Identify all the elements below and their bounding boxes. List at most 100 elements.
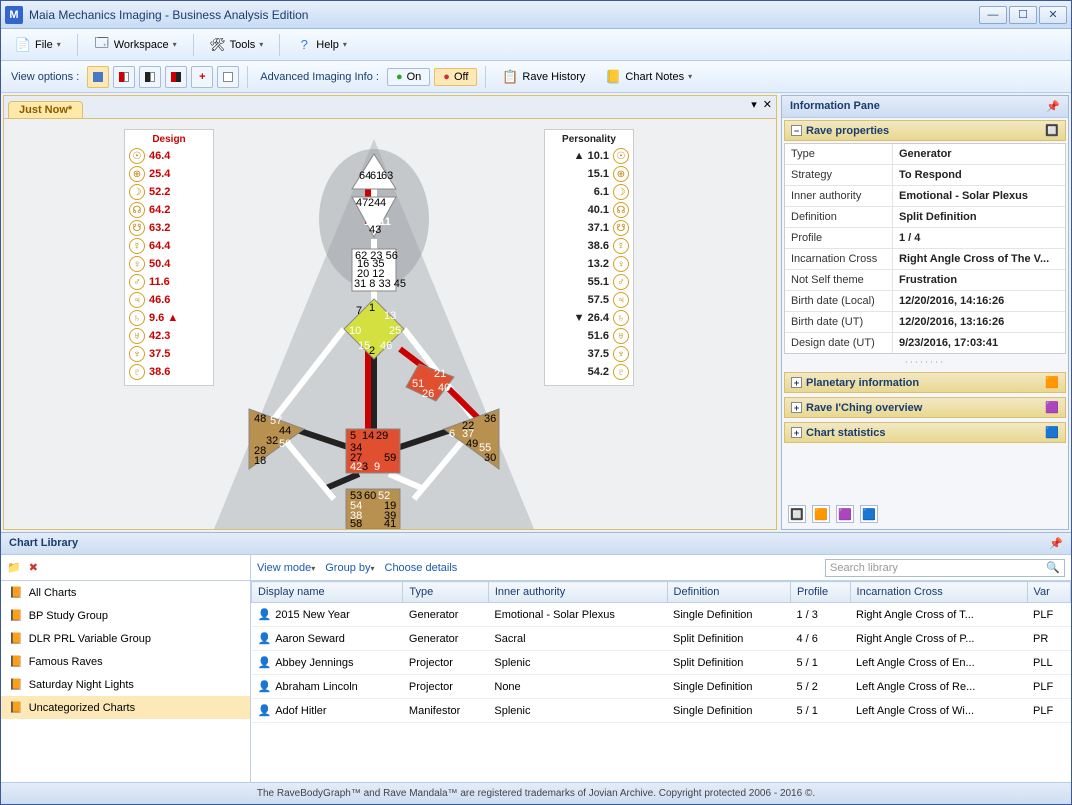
view-opt-2[interactable] xyxy=(113,66,135,88)
column-header[interactable]: Var xyxy=(1027,582,1070,603)
svg-text:59: 59 xyxy=(384,452,396,464)
property-key: Inner authority xyxy=(785,186,893,206)
rave-properties-table: TypeGeneratorStrategyTo RespondInner aut… xyxy=(784,143,1066,354)
titlebar: M Maia Mechanics Imaging - Business Anal… xyxy=(1,1,1071,29)
folder-item[interactable]: 📙DLR PRL Variable Group xyxy=(1,627,250,650)
planet-glyph: ☉ xyxy=(129,148,145,164)
property-row: StrategyTo Respond xyxy=(785,165,1065,186)
planetary-info-header[interactable]: +Planetary information 🟧 xyxy=(784,372,1066,393)
svg-text:10: 10 xyxy=(349,325,361,337)
property-value: Frustration xyxy=(893,270,1065,290)
tab-dropdown[interactable]: ▾ xyxy=(751,98,757,111)
table-row[interactable]: 👤Abbey JenningsProjectorSplenicSplit Def… xyxy=(252,651,1071,675)
folder-label: Saturday Night Lights xyxy=(29,679,134,691)
gate-value: 64.4 xyxy=(149,240,170,252)
table-row[interactable]: 👤Abraham LincolnProjectorNoneSingle Defi… xyxy=(252,675,1071,699)
svg-text:3: 3 xyxy=(362,461,368,473)
view-opt-5[interactable]: + xyxy=(191,66,213,88)
property-value: To Respond xyxy=(893,165,1065,185)
file-menu[interactable]: 📄File▾ xyxy=(7,34,69,56)
rave-properties-header[interactable]: −Rave properties 🔲 xyxy=(784,120,1066,141)
close-button[interactable]: ✕ xyxy=(1039,6,1067,24)
view-opt-1[interactable] xyxy=(87,66,109,88)
folder-item[interactable]: 📙All Charts xyxy=(1,581,250,604)
rave-history-button[interactable]: 📋Rave History xyxy=(494,66,593,88)
column-header[interactable]: Type xyxy=(403,582,488,603)
folder-item[interactable]: 📙BP Study Group xyxy=(1,604,250,627)
svg-text:32: 32 xyxy=(266,435,278,447)
choose-details-link[interactable]: Choose details xyxy=(385,562,458,574)
statusbar: The RaveBodyGraph™ and Rave Mandala™ are… xyxy=(1,782,1071,804)
tools-menu[interactable]: 🛠Tools▾ xyxy=(202,34,272,56)
info-ico-2[interactable]: 🟧 xyxy=(812,505,830,523)
gate-value: 37.5 xyxy=(149,348,170,360)
svg-text:4: 4 xyxy=(380,197,386,209)
svg-text:48: 48 xyxy=(254,413,266,425)
chart-tab[interactable]: Just Now* xyxy=(8,101,83,118)
gate-value: 9.6 ▲ xyxy=(149,312,178,324)
svg-text:2: 2 xyxy=(369,345,375,357)
svg-text:63: 63 xyxy=(381,170,393,182)
adv-off-button[interactable]: ●Off xyxy=(434,68,477,86)
column-header[interactable]: Incarnation Cross xyxy=(850,582,1027,603)
library-grid[interactable]: Display nameTypeInner authorityDefinitio… xyxy=(251,581,1071,782)
svg-text:44: 44 xyxy=(279,425,291,437)
info-ico-4[interactable]: 🟦 xyxy=(860,505,878,523)
chart-stats-header[interactable]: +Chart statistics 🟦 xyxy=(784,422,1066,443)
view-mode-link[interactable]: View mode▾ xyxy=(257,562,315,574)
property-key: Type xyxy=(785,144,893,164)
pin-icon[interactable]: 📌 xyxy=(1046,100,1060,113)
adv-on-button[interactable]: ●On xyxy=(387,68,430,86)
property-key: Profile xyxy=(785,228,893,248)
planet-glyph: ♄ xyxy=(613,310,629,326)
tools-icon: 🛠 xyxy=(210,37,226,53)
person-icon: 👤 xyxy=(258,657,272,669)
column-header[interactable]: Display name xyxy=(252,582,403,603)
help-menu[interactable]: ?Help▾ xyxy=(288,34,355,56)
add-folder-icon[interactable]: 📁 xyxy=(7,561,21,574)
info-pane: Information Pane 📌 −Rave properties 🔲 Ty… xyxy=(781,95,1069,530)
minimize-button[interactable]: — xyxy=(979,6,1007,24)
planet-glyph: ♆ xyxy=(613,346,629,362)
column-header[interactable]: Profile xyxy=(790,582,850,603)
property-row: Incarnation CrossRight Angle Cross of Th… xyxy=(785,249,1065,270)
planet-glyph: ☿ xyxy=(129,238,145,254)
view-opt-3[interactable] xyxy=(139,66,161,88)
planet-glyph: ♇ xyxy=(613,364,629,380)
table-row[interactable]: 👤Adof HitlerManifestorSplenicSingle Defi… xyxy=(252,699,1071,723)
view-opt-6[interactable] xyxy=(217,66,239,88)
delete-folder-icon[interactable]: ✖ xyxy=(29,561,38,574)
search-input[interactable]: Search library 🔍 xyxy=(825,559,1065,577)
notes-icon: 📒 xyxy=(605,69,621,85)
table-row[interactable]: 👤Aaron SewardGeneratorSacralSplit Defini… xyxy=(252,627,1071,651)
planet-glyph: ♆ xyxy=(129,346,145,362)
svg-text:50: 50 xyxy=(279,438,291,450)
workspace-menu[interactable]: 🗔Workspace▾ xyxy=(86,34,185,56)
maximize-button[interactable]: ☐ xyxy=(1009,6,1037,24)
folder-item[interactable]: 📙Uncategorized Charts xyxy=(1,696,250,719)
info-ico-1[interactable]: 🔲 xyxy=(788,505,806,523)
group-by-link[interactable]: Group by▾ xyxy=(325,562,374,574)
column-header[interactable]: Inner authority xyxy=(488,582,667,603)
property-key: Birth date (UT) xyxy=(785,312,893,332)
tab-close[interactable]: ✕ xyxy=(763,98,772,111)
table-row[interactable]: 👤2015 New YearGeneratorEmotional - Solar… xyxy=(252,603,1071,627)
chart-notes-button[interactable]: 📒Chart Notes▾ xyxy=(597,66,700,88)
planet-glyph: ♀ xyxy=(613,256,629,272)
column-header[interactable]: Definition xyxy=(667,582,790,603)
iching-header[interactable]: +Rave I'Ching overview 🟪 xyxy=(784,397,1066,418)
pin-icon[interactable]: 📌 xyxy=(1049,537,1063,550)
svg-text:58: 58 xyxy=(350,518,362,529)
chart-library-header: Chart Library 📌 xyxy=(1,533,1071,555)
folder-item[interactable]: 📙Famous Raves xyxy=(1,650,250,673)
planet-glyph: ☋ xyxy=(129,220,145,236)
bodygraph: 646163 47244 17 11 43 62 23 56 16 35 20 … xyxy=(184,129,564,529)
gate-value: 42.3 xyxy=(149,330,170,342)
info-ico-3[interactable]: 🟪 xyxy=(836,505,854,523)
view-opt-4[interactable] xyxy=(165,66,187,88)
planet-glyph: ☊ xyxy=(129,202,145,218)
property-key: Incarnation Cross xyxy=(785,249,893,269)
property-value: 1 / 4 xyxy=(893,228,1065,248)
section-icon: 🔲 xyxy=(1045,124,1059,137)
folder-item[interactable]: 📙Saturday Night Lights xyxy=(1,673,250,696)
